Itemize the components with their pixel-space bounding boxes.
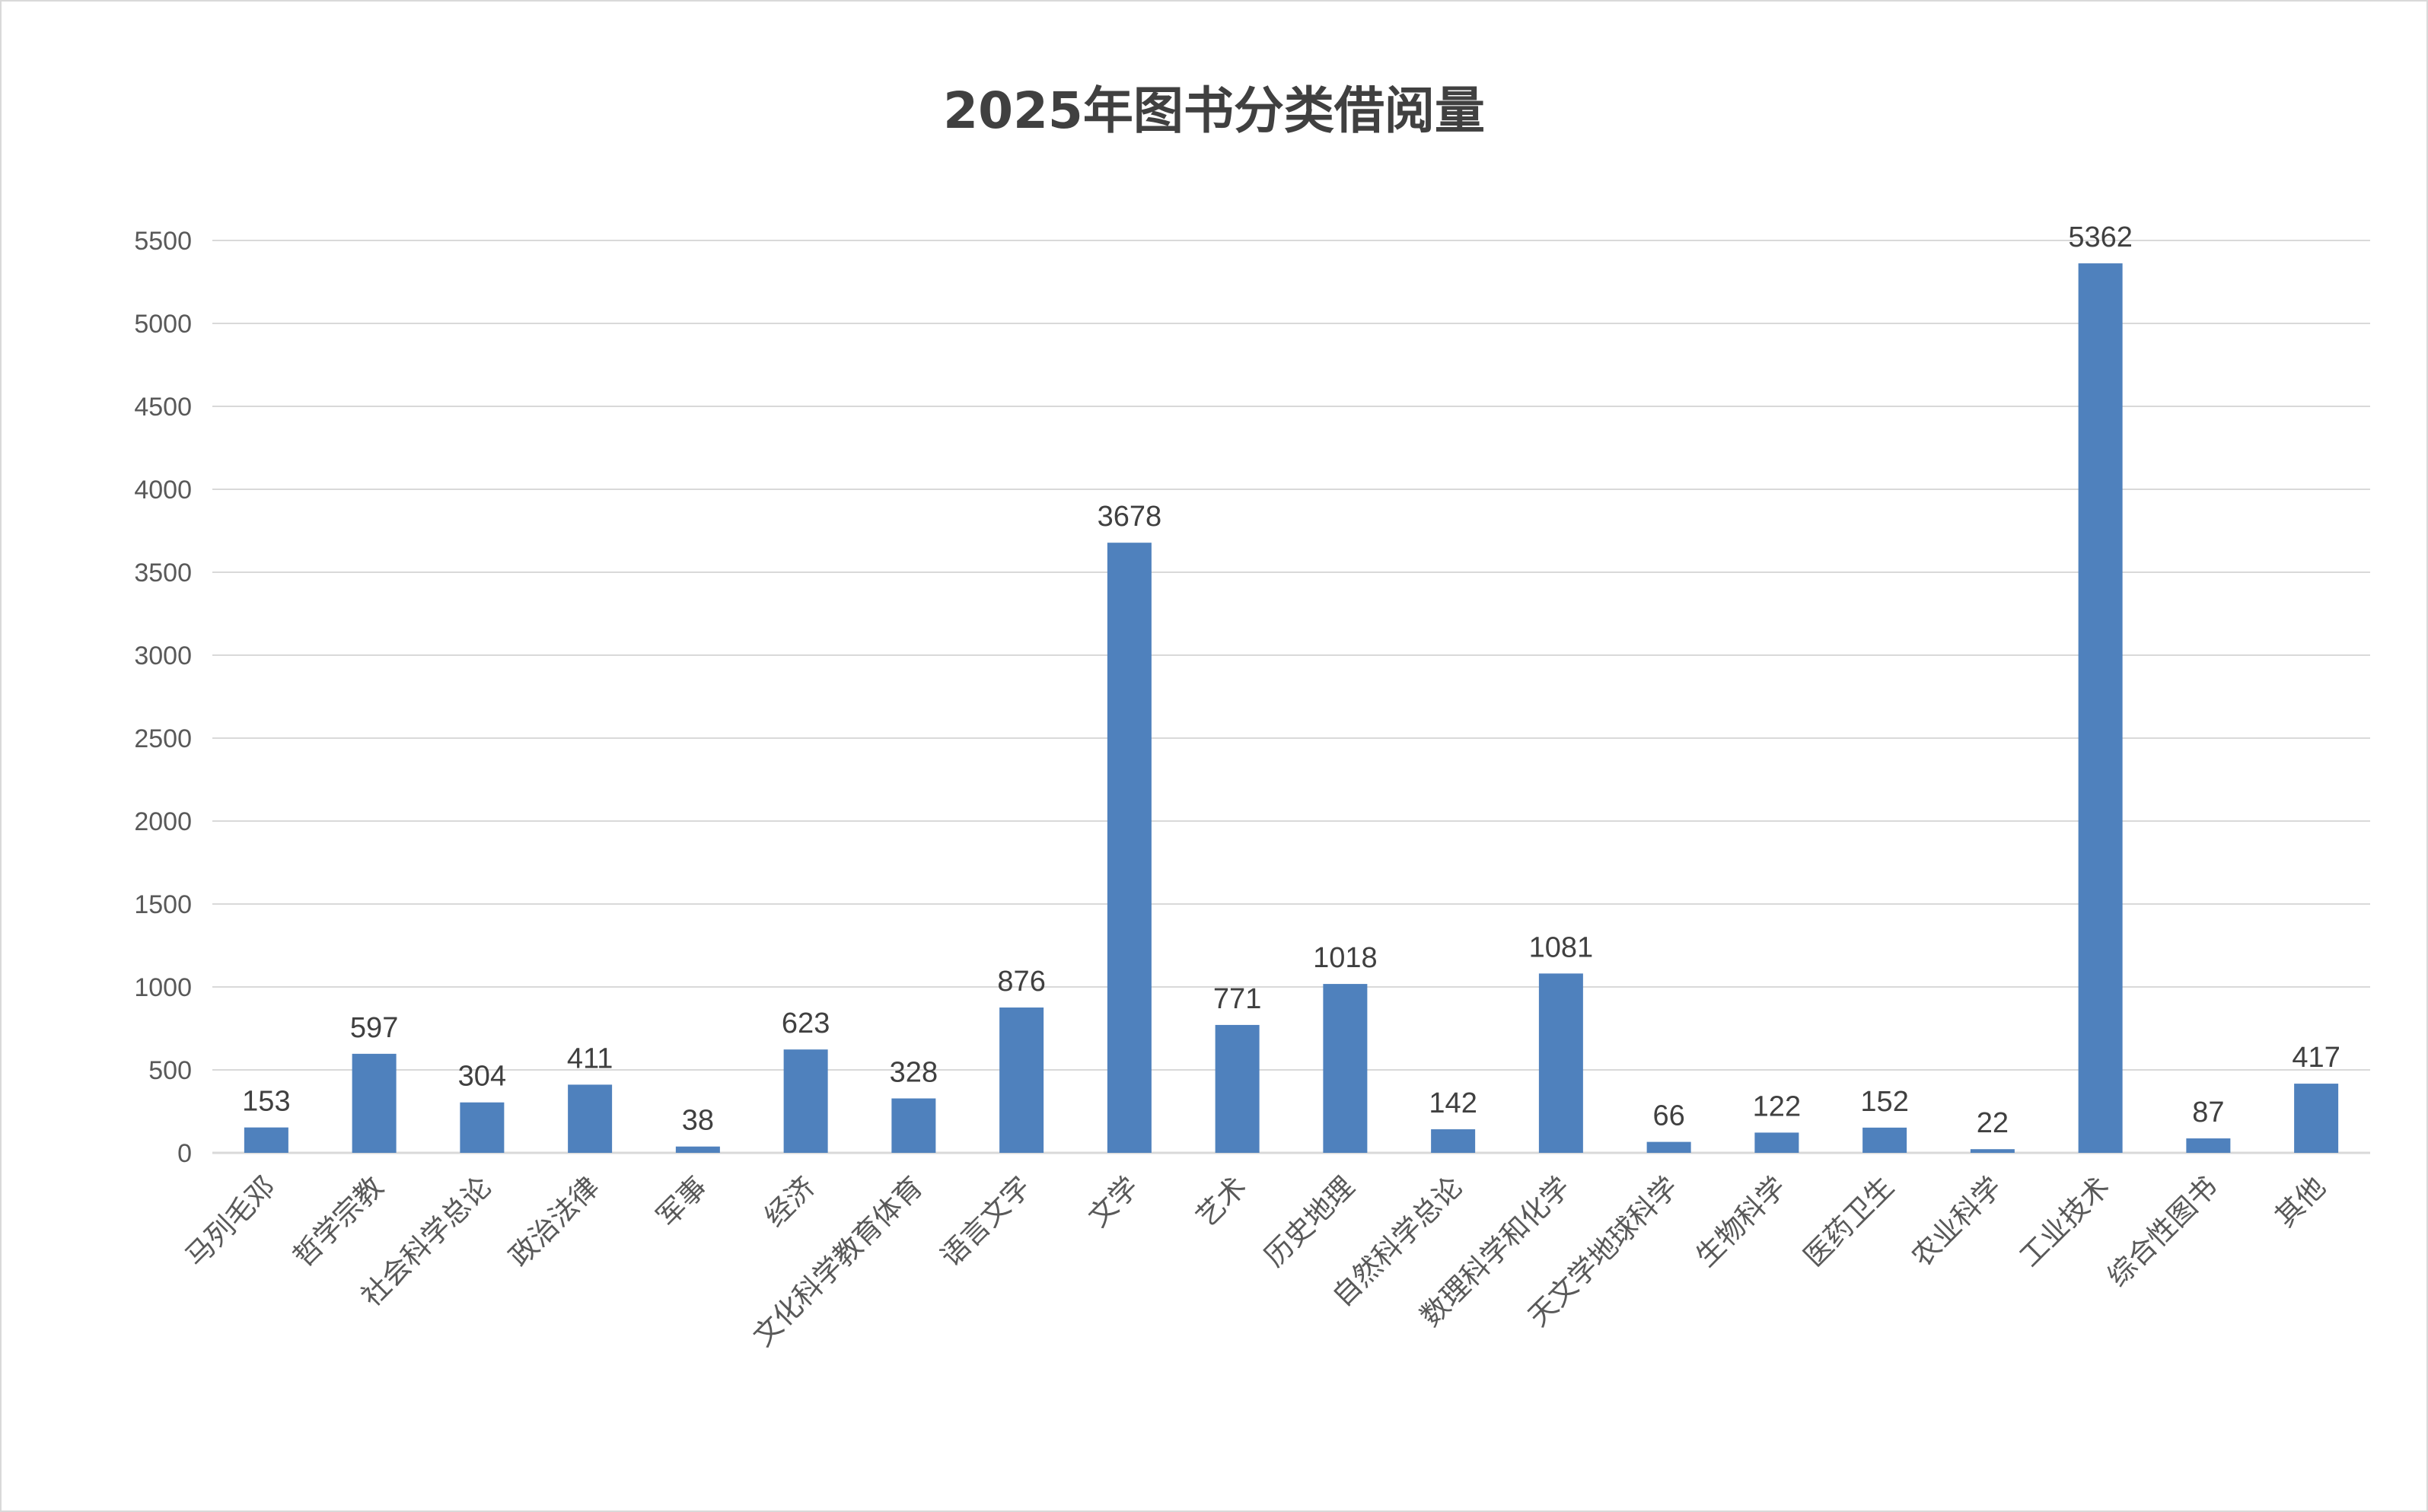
y-tick-label: 2500 <box>134 724 192 753</box>
data-label: 771 <box>1213 983 1261 1015</box>
data-label: 5362 <box>2068 221 2133 253</box>
bar <box>568 1084 613 1153</box>
y-tick-label: 3000 <box>134 641 192 670</box>
bar <box>2294 1084 2339 1153</box>
y-tick-label: 0 <box>177 1139 192 1168</box>
data-label: 3678 <box>1098 501 1162 533</box>
bar <box>891 1098 936 1153</box>
y-tick-label: 2000 <box>134 807 192 836</box>
data-label: 623 <box>782 1007 830 1039</box>
bar <box>783 1049 828 1153</box>
data-label: 876 <box>997 966 1045 998</box>
bar <box>1646 1141 1691 1153</box>
data-label: 597 <box>350 1012 398 1044</box>
data-labels: 153 597 304 411 38 623 328 876 3678 771 1018 142 108… <box>242 221 2340 1139</box>
bar <box>675 1146 720 1153</box>
bar <box>1215 1024 1260 1153</box>
data-label: 22 <box>1977 1107 2009 1139</box>
data-label: 417 <box>2292 1042 2340 1074</box>
bar <box>1323 984 1368 1153</box>
y-tick-label: 4000 <box>134 476 192 505</box>
bar <box>999 1007 1044 1153</box>
bar <box>1107 543 1152 1153</box>
data-label: 122 <box>1753 1090 1801 1122</box>
data-label: 152 <box>1860 1086 1908 1118</box>
chart-title: 2025年图书分类借阅量 <box>943 81 1485 140</box>
data-label: 1081 <box>1529 931 1594 963</box>
bar <box>460 1102 505 1153</box>
data-label: 1018 <box>1313 942 1378 974</box>
y-tick-label: 3500 <box>134 559 192 587</box>
y-tick-label: 1500 <box>134 890 192 919</box>
bar <box>2186 1138 2231 1153</box>
y-axis-ticks: 0 500 1000 1500 2000 2500 3000 3500 4000 4500 5000… <box>134 227 192 1168</box>
data-label: 304 <box>458 1061 506 1093</box>
bar <box>2078 263 2123 1154</box>
bar <box>1862 1127 1907 1153</box>
y-tick-label: 5000 <box>134 310 192 339</box>
y-tick-label: 4500 <box>134 393 192 422</box>
data-label: 411 <box>567 1042 613 1074</box>
bar <box>1970 1149 2015 1153</box>
bar <box>244 1127 288 1153</box>
data-label: 38 <box>682 1105 714 1137</box>
data-label: 66 <box>1652 1100 1684 1132</box>
y-tick-label: 500 <box>148 1056 192 1085</box>
bar <box>1538 973 1583 1153</box>
bars <box>244 263 2339 1154</box>
bar <box>352 1053 397 1153</box>
data-label: 153 <box>242 1086 290 1118</box>
data-label: 328 <box>890 1056 938 1088</box>
y-tick-label: 1000 <box>134 973 192 1002</box>
y-tick-label: 5500 <box>134 227 192 256</box>
data-label: 87 <box>2192 1097 2224 1128</box>
bar <box>1754 1132 1799 1153</box>
data-label: 142 <box>1429 1087 1477 1119</box>
bar <box>1431 1129 1476 1153</box>
